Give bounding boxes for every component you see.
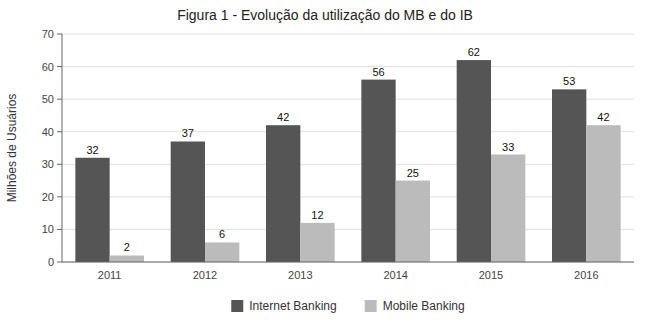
data-label: 6: [219, 228, 225, 240]
bar: [75, 158, 109, 262]
bar: [266, 125, 300, 262]
data-label: 42: [277, 111, 289, 123]
grid-line: [62, 229, 634, 230]
y-tick-label: 40: [42, 126, 54, 138]
grid-line: [62, 99, 634, 100]
bar: [457, 60, 491, 262]
title: Figura 1 - Evolução da utilização do MB …: [177, 7, 473, 23]
y-tick-label: 60: [42, 61, 54, 73]
y-tick: [57, 66, 62, 67]
data-labels: 32 37 42 56 62 53 2 6 12 25 33 42: [86, 46, 609, 253]
grid-line: [62, 262, 634, 263]
y-tick-label: 0: [48, 256, 54, 268]
x-tick-label: 2012: [193, 269, 217, 281]
legend-item: Mobile Banking: [365, 299, 465, 313]
bar: [361, 80, 395, 262]
bar: [171, 141, 205, 262]
bar: [110, 255, 144, 262]
y-tick: [57, 131, 62, 132]
data-label: 12: [311, 209, 323, 221]
bar: [586, 125, 620, 262]
x-tick-label: 2013: [288, 269, 312, 281]
y-axis-label: Milhões de Usuários: [5, 94, 19, 203]
x-tick-label: 2014: [383, 269, 407, 281]
grid: [62, 34, 634, 262]
x-tick-label: 2016: [574, 269, 598, 281]
data-label: 53: [563, 75, 575, 87]
y-tick: [57, 164, 62, 165]
bars: [75, 60, 620, 262]
grid-line: [62, 131, 634, 132]
y-axis-line: [62, 34, 63, 262]
y-tick: [57, 229, 62, 230]
data-label: 62: [468, 46, 480, 58]
bar: [396, 181, 430, 262]
grid-line: [62, 34, 634, 35]
data-label: 42: [597, 111, 609, 123]
data-label: 2: [124, 241, 130, 253]
x-axis: 2011 2012 2013 2014 2015 2016: [62, 262, 634, 281]
grid-line: [62, 196, 634, 197]
y-tick: [57, 262, 62, 263]
y-tick: [57, 196, 62, 197]
legend: Internet Banking Mobile Banking: [231, 299, 464, 313]
chart: Figura 1 - Evolução da utilização do MB …: [0, 0, 650, 328]
bar: [552, 89, 586, 262]
y-tick: [57, 34, 62, 35]
y-tick-label: 30: [42, 158, 54, 170]
x-tick-label: 2015: [479, 269, 503, 281]
legend-swatch: [365, 300, 377, 312]
data-label: 37: [182, 127, 194, 139]
grid-line: [62, 66, 634, 67]
y-tick-label: 10: [42, 223, 54, 235]
x-axis-line: [62, 262, 634, 263]
bar: [300, 223, 334, 262]
chart-container: Figura 1 - Evolução da utilização do MB …: [0, 0, 650, 328]
grid-line: [62, 164, 634, 165]
legend-item: Internet Banking: [231, 299, 336, 313]
legend-label: Internet Banking: [249, 299, 336, 313]
bar: [491, 155, 525, 262]
x-tick-label: 2011: [98, 269, 122, 281]
data-label: 25: [407, 167, 419, 179]
data-label: 32: [86, 144, 98, 156]
y-axis: 0 10 20 30 40 50 60 70: [42, 28, 62, 268]
legend-label: Mobile Banking: [383, 299, 465, 313]
data-label: 56: [372, 66, 384, 78]
data-label: 33: [502, 141, 514, 153]
y-tick: [57, 99, 62, 100]
legend-swatch: [231, 300, 243, 312]
y-tick-label: 50: [42, 93, 54, 105]
bar: [205, 242, 239, 262]
y-tick-label: 70: [42, 28, 54, 40]
y-tick-label: 20: [42, 191, 54, 203]
